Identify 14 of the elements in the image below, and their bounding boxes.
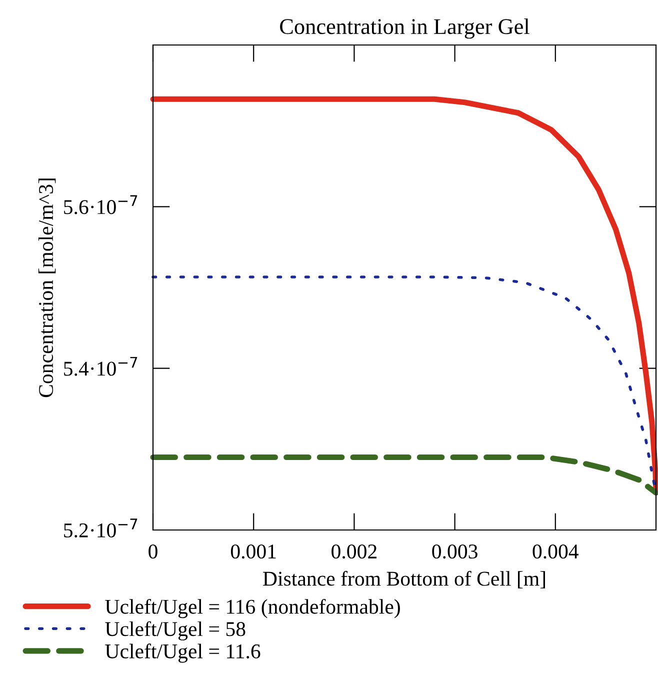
y-tick-label: 5.2·10$^{−7}$ [64,518,138,538]
x-axis-title: Distance from Bottom of Cell [m] [263,570,545,588]
x-tick-label: 0.003 [432,544,478,559]
x-tick-label: 0.004 [532,544,579,559]
legend-label: Ucleft/Ugel = 58 [105,621,246,640]
y-tick-label: 5.4·10$^{−7}$ [64,356,138,376]
x-tick-label: 0 [148,544,158,559]
legend-label: Ucleft/Ugel = 11.6 [105,644,260,663]
x-tick-label: 0.001 [230,544,276,559]
y-axis-title: Concentration [mole/m^3] [38,178,56,398]
y-tick-label: 5.6·10$^{−7}$ [64,195,138,214]
legend-label: Ucleft/Ugel = 116 (nondeformable) [105,598,400,618]
x-tick-label: 0.002 [332,544,376,559]
chart-title: Concentration in Larger Gel [280,18,530,39]
